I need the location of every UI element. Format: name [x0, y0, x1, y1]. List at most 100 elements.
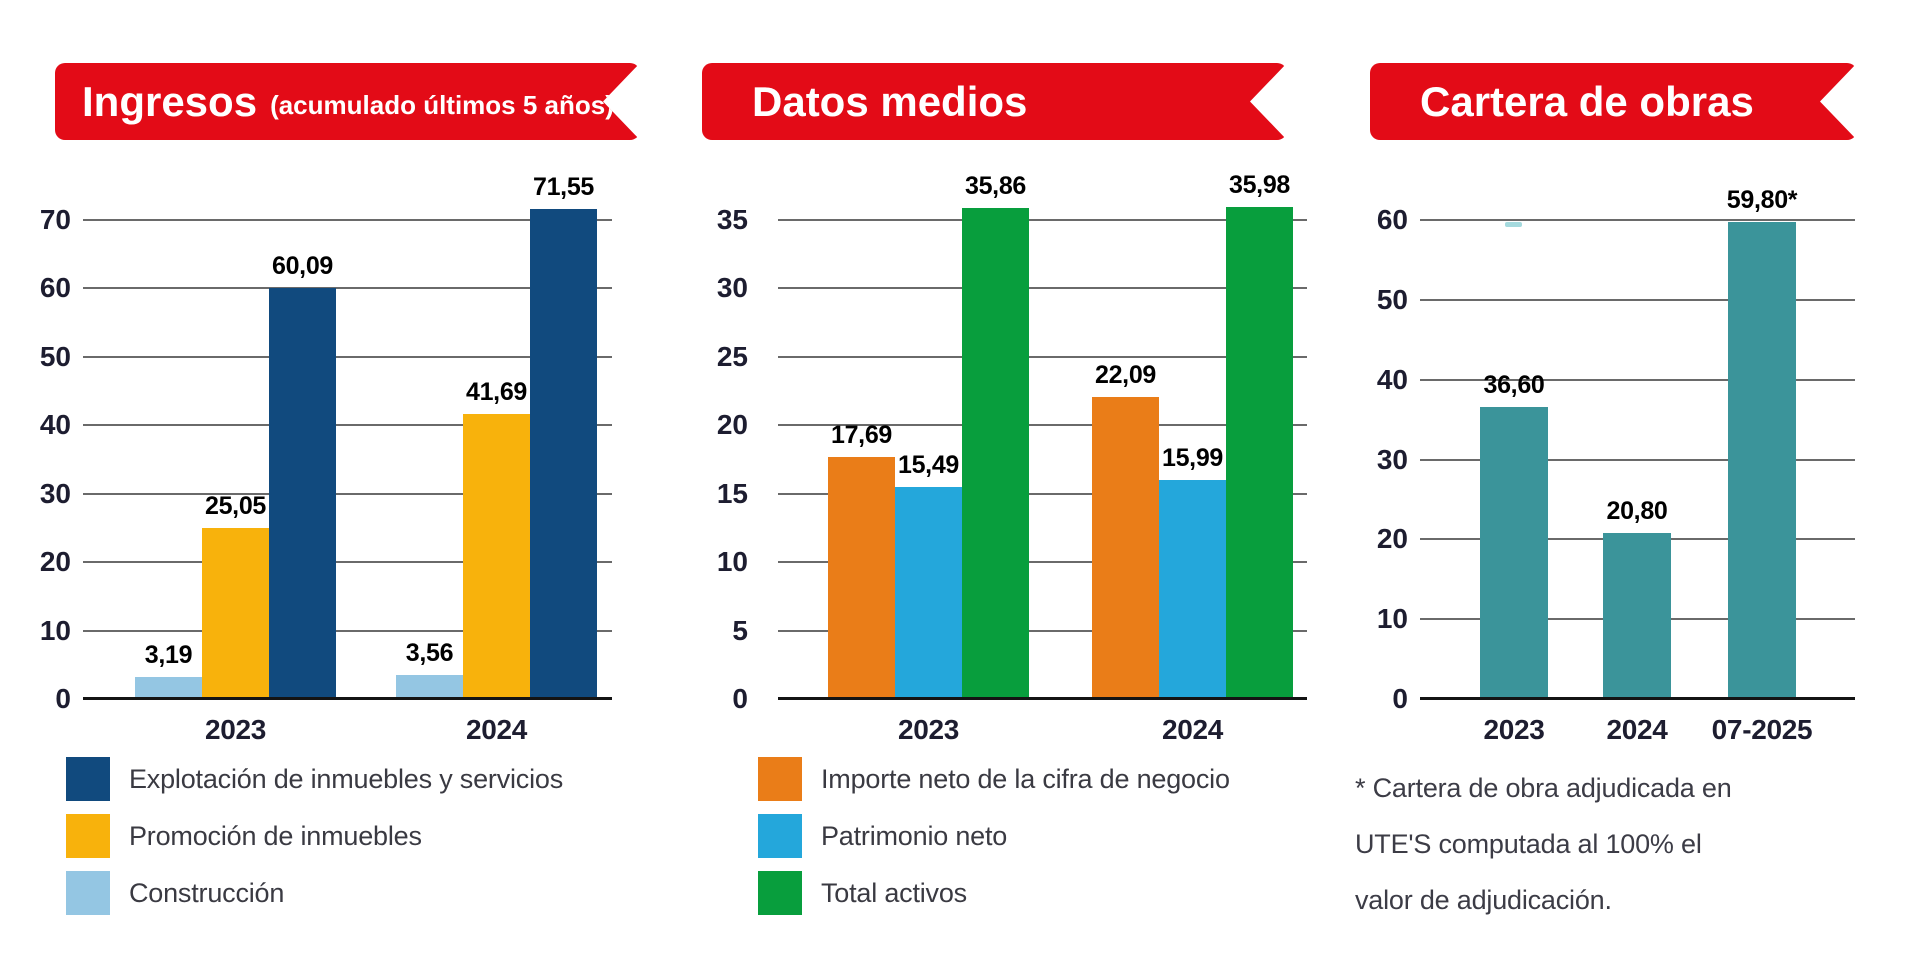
bar-value-label: 17,69 [830, 420, 893, 449]
legend-label: Promoción de inmuebles [129, 820, 422, 851]
bar-value-label: 20,80 [1606, 496, 1668, 525]
bar-explotaci-n-de-inmuebles-y-servicios: 60,09 [269, 252, 336, 699]
gridline [83, 561, 612, 564]
chart-datos-medios: 0 5 10 15 20 25 30 35 17,69 15,49 35,86 2023 22,09 15… [717, 171, 1307, 745]
legend-label: Importe neto de la cifra de negocio [821, 763, 1230, 794]
gridline [778, 355, 1307, 358]
legend-swatch [758, 757, 802, 801]
y-tick-label: 0 [55, 683, 71, 714]
legend-swatch [66, 814, 110, 858]
gridline [778, 629, 1307, 632]
y-tick-label: 20 [716, 409, 748, 441]
legend-swatch [66, 757, 110, 801]
ribbon-title-ingresos: Ingresos [82, 77, 258, 125]
bar-value-label: 15,49 [897, 451, 960, 480]
bar-value-label: 60,09 [271, 251, 334, 280]
legend-label: Explotación de inmuebles y servicios [129, 763, 564, 794]
x-category-label: 2024 [1606, 714, 1668, 745]
y-tick-label: 60 [39, 272, 71, 304]
ribbon-title-cartera-de-obras: Cartera de obras [1420, 77, 1754, 125]
legend-item: Total activos [758, 871, 1230, 915]
legend-item: Importe neto de la cifra de negocio [758, 757, 1230, 801]
gridline [1420, 458, 1855, 461]
gridline [83, 219, 612, 221]
gridline [1420, 697, 1855, 700]
gridline [778, 561, 1307, 564]
bar-value-label: 41,69 [465, 377, 528, 406]
bar-promoci-n-de-inmuebles: 25,05 [202, 492, 269, 699]
bar-group-2024: 22,09 15,99 35,98 2024 [1092, 171, 1293, 745]
gridline [778, 219, 1307, 221]
bar-patrimonio-neto: 15,99 [1159, 444, 1226, 699]
y-tick-label: 40 [1376, 363, 1408, 395]
bar-value-label: 59,80* [1726, 185, 1798, 214]
bar-value-label: 3,56 [405, 638, 454, 667]
gridline [83, 287, 612, 290]
x-category-label: 2024 [465, 714, 528, 745]
legend-label: Construcción [129, 877, 285, 908]
stray-mark [1505, 222, 1522, 227]
y-tick-label: 60 [1376, 204, 1408, 235]
footnote-line: UTE'S computada al 100% el [1355, 829, 1702, 859]
gridline [778, 697, 1307, 700]
gridline [778, 492, 1307, 495]
bar-group-2023: 3,19 25,05 60,09 2023 [135, 220, 336, 745]
legend-label: Patrimonio neto [821, 820, 1008, 851]
bar-construcci-n: 3,56 [396, 639, 463, 699]
y-tick-label: 15 [716, 477, 748, 509]
legend-label: Total activos [821, 877, 967, 908]
x-category-label: 2023 [897, 714, 960, 745]
legend-swatch [758, 814, 802, 858]
legend-datos-medios: Importe neto de la cifra de negocio Patri… [758, 757, 1230, 928]
y-tick-label: 30 [39, 477, 71, 509]
y-tick-label: 0 [1392, 683, 1408, 714]
bar-promoci-n-de-inmuebles: 41,69 [463, 378, 530, 699]
y-tick-label: 20 [39, 546, 71, 578]
bar-value-label: 71,55 [532, 173, 595, 202]
y-tick-label: 10 [716, 546, 748, 578]
ribbon-ingresos: Ingresos (acumulado últimos 5 años) [55, 63, 640, 140]
gridline [778, 287, 1307, 290]
y-tick-label: 10 [1376, 603, 1408, 635]
bar-total-activos: 35,86 [962, 172, 1029, 699]
chart-cartera-de-obras: 0 10 20 30 40 50 60 36,60 2023 20,80 2024 59,80* 07-… [1377, 186, 1855, 745]
bar-value-label: 25,05 [204, 491, 267, 520]
x-category-label: 07-2025 [1711, 714, 1813, 745]
y-tick-label: 50 [39, 340, 71, 372]
gridline [83, 629, 612, 632]
y-tick-label: 30 [1376, 443, 1408, 475]
x-category-label: 2024 [1161, 714, 1224, 745]
bar-group-07-2025: 59,80* 07-2025 [1712, 186, 1813, 745]
gridline [778, 424, 1307, 427]
bar-value-label: 3,19 [144, 641, 193, 670]
gridline [1420, 219, 1855, 221]
y-tick-label: 5 [732, 614, 748, 646]
bar-explotaci-n-de-inmuebles-y-servicios: 71,55 [530, 173, 597, 699]
y-tick-label: 35 [716, 204, 748, 235]
y-tick-label: 70 [39, 204, 71, 235]
gridline [1420, 378, 1855, 381]
bar-group-2023: 17,69 15,49 35,86 2023 [828, 172, 1029, 745]
y-tick-label: 30 [716, 272, 748, 304]
y-tick-label: 0 [732, 683, 748, 714]
bar-cartera-de-obras: 20,80 [1603, 497, 1671, 699]
y-tick-label: 40 [39, 409, 71, 441]
bar-group-2024: 20,80 2024 [1603, 220, 1671, 745]
gridline [1420, 298, 1855, 301]
y-tick-label: 10 [39, 614, 71, 646]
ribbon-suffix-ingresos: (acumulado últimos 5 años) [270, 89, 614, 120]
gridline [83, 697, 612, 700]
y-tick-label: 20 [1376, 523, 1408, 555]
bar-cartera-de-obras: 36,60 [1480, 371, 1548, 699]
bar-construcci-n: 3,19 [135, 641, 202, 699]
x-category-label: 2023 [204, 714, 267, 745]
legend-item: Promoción de inmuebles [66, 814, 563, 858]
gridline [83, 492, 612, 495]
legend-ingresos: Explotación de inmuebles y servicios Prom… [66, 757, 563, 928]
ribbon-title-datos-medios: Datos medios [752, 77, 1028, 125]
footnote-line: valor de adjudicación. [1355, 885, 1612, 915]
legend-item: Patrimonio neto [758, 814, 1230, 858]
gridline [83, 355, 612, 358]
bar-group-2023: 36,60 2023 [1480, 220, 1548, 745]
legend-item: Construcción [66, 871, 563, 915]
